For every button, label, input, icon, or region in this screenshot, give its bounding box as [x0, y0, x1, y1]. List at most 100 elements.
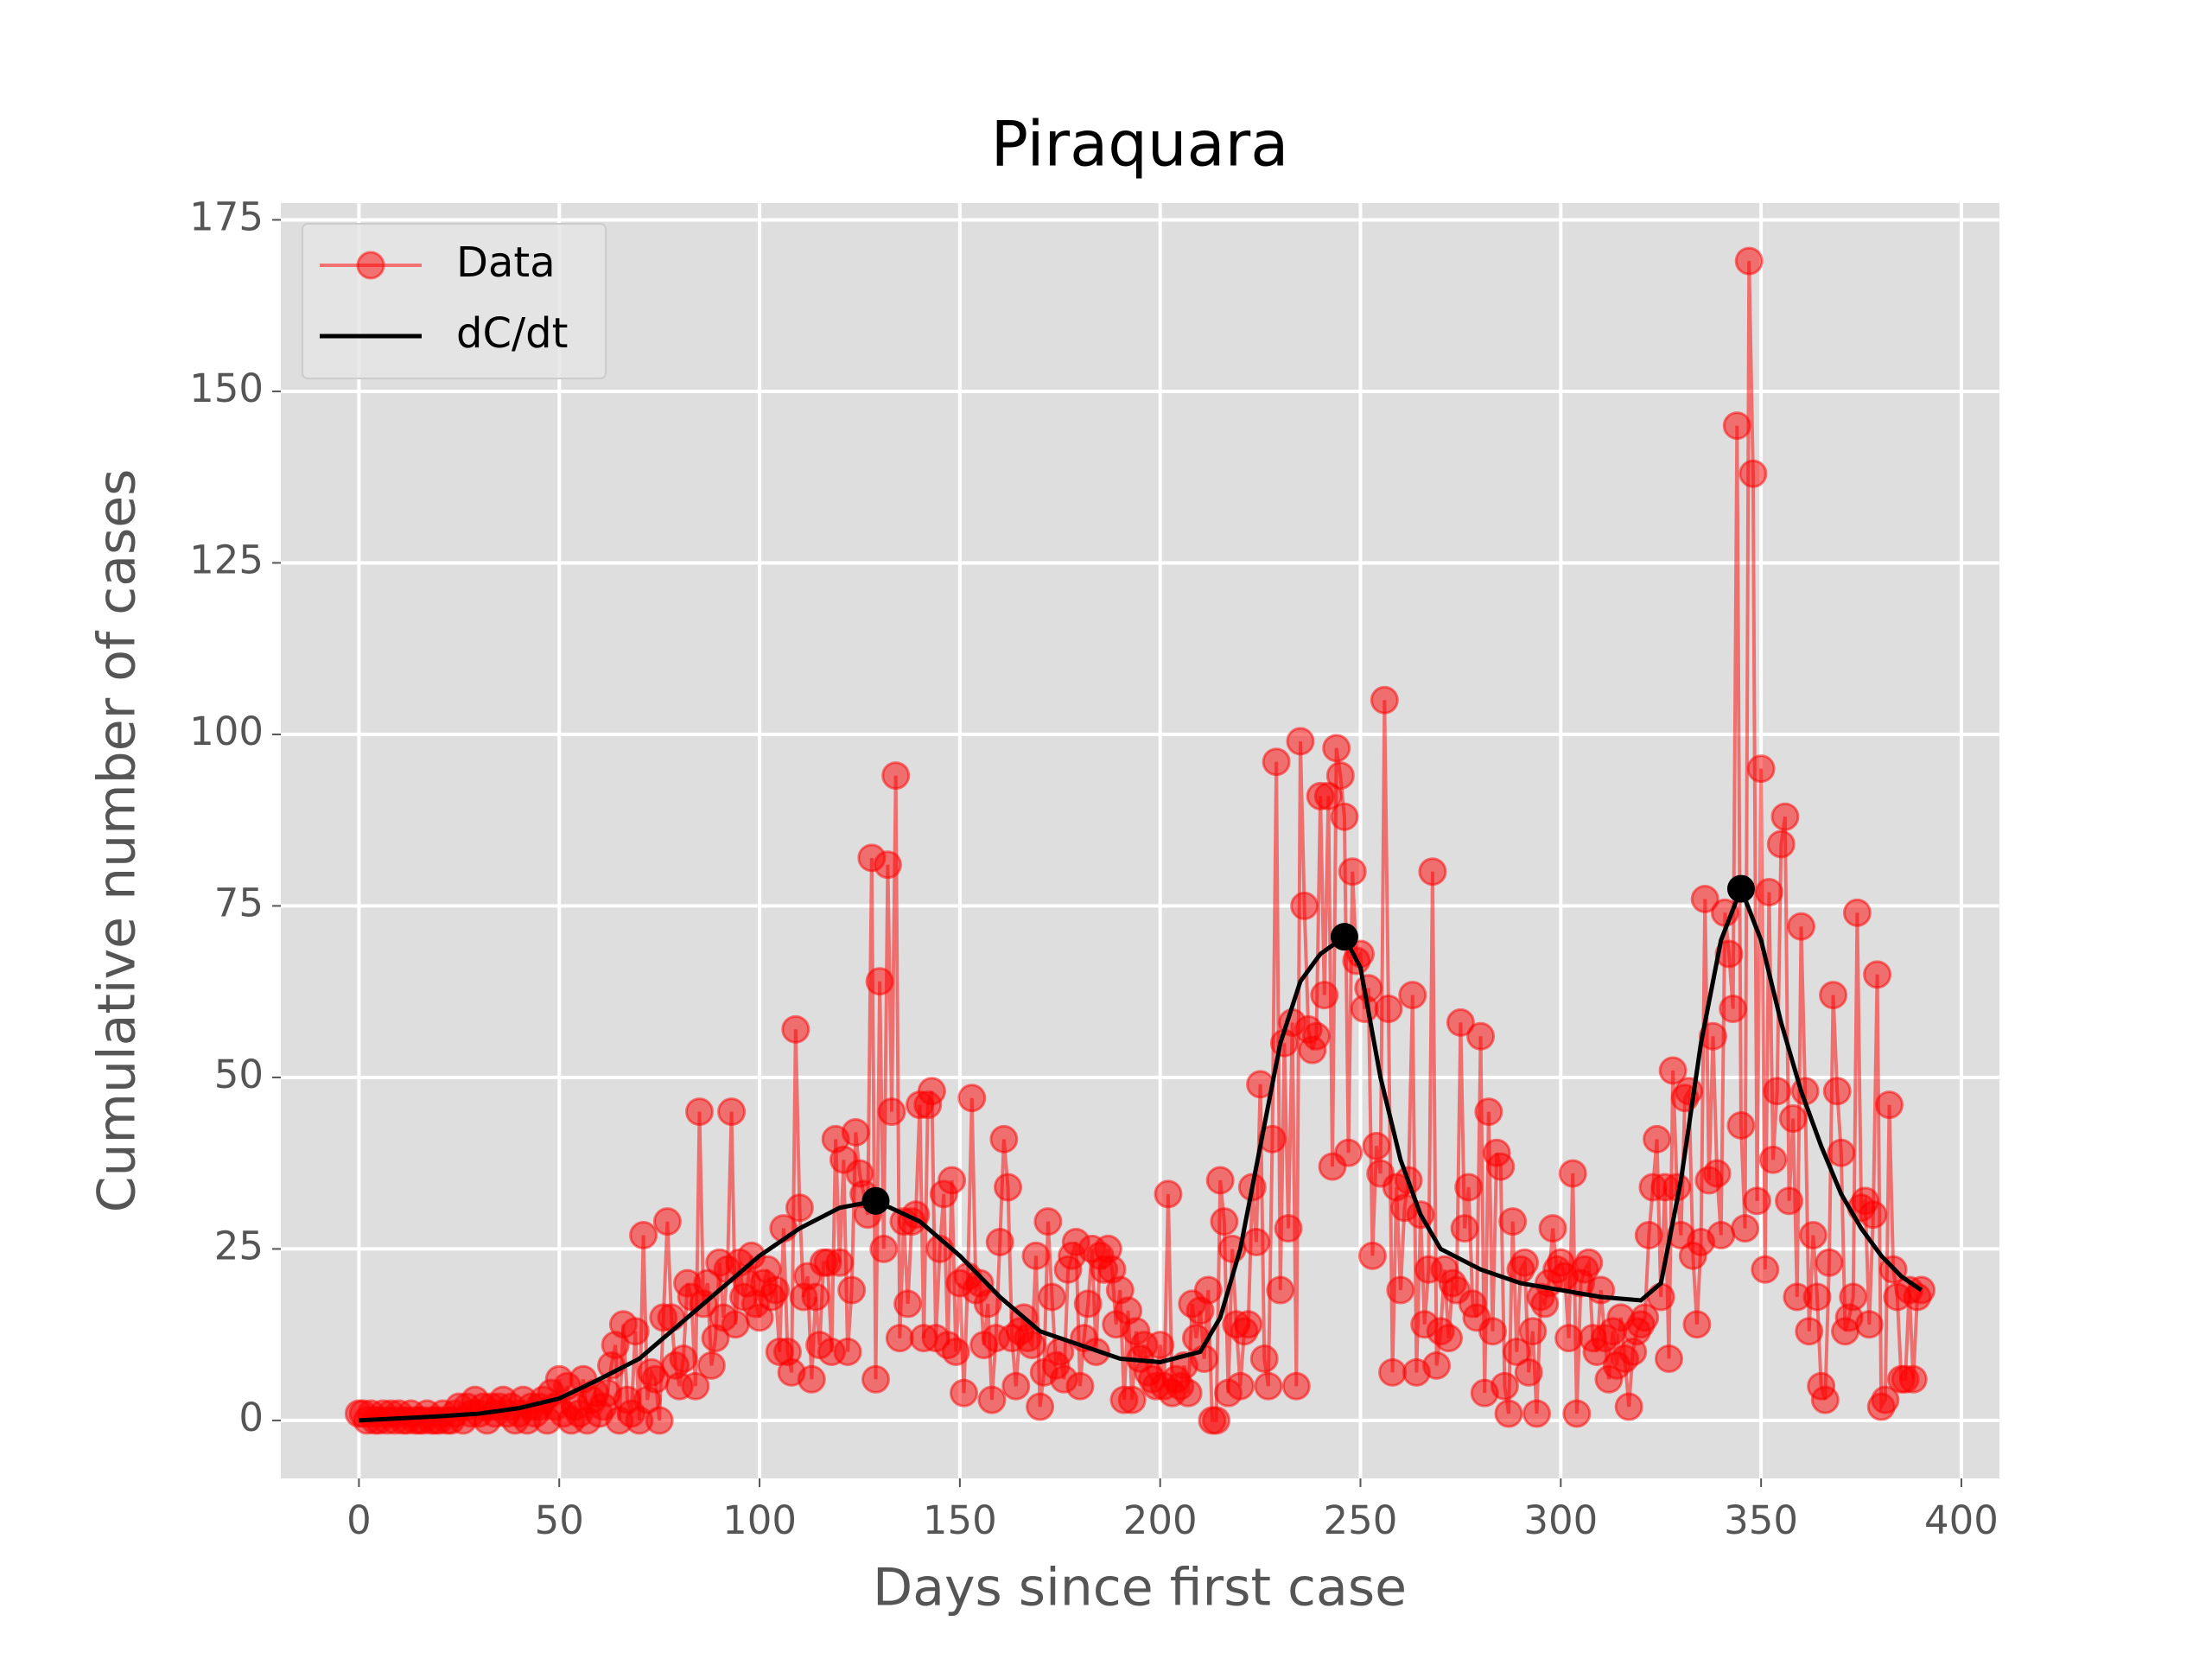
data-point: [1281, 1371, 1311, 1401]
data-point: [1859, 1200, 1888, 1230]
data-point: [1378, 1357, 1408, 1387]
data-point: [1254, 1371, 1283, 1401]
data-point: [1001, 1371, 1031, 1401]
data-point: [1538, 1214, 1567, 1243]
data-point: [1514, 1357, 1543, 1387]
data-point: [1362, 1131, 1391, 1160]
y-tick-label: 0: [238, 1395, 264, 1440]
data-point: [877, 1097, 906, 1127]
data-point: [1073, 1289, 1103, 1319]
peak-point: [1330, 923, 1358, 951]
data-point: [1822, 1077, 1852, 1106]
data-point: [994, 1173, 1022, 1202]
data-point: [1702, 1159, 1732, 1188]
data-point: [1242, 1227, 1271, 1256]
data-point: [1719, 995, 1748, 1024]
data-point: [1795, 1317, 1824, 1346]
legend-label: Data: [456, 238, 556, 287]
data-point: [1490, 1371, 1519, 1401]
data-point: [1302, 1021, 1331, 1051]
data-point: [1154, 1179, 1183, 1209]
data-point: [1775, 1186, 1804, 1216]
data-point: [685, 1097, 714, 1127]
data-point: [1787, 912, 1815, 941]
data-point: [841, 1117, 870, 1147]
data-point: [1634, 1221, 1663, 1250]
data-point: [1766, 830, 1796, 859]
data-point: [1173, 1378, 1203, 1408]
data-point: [885, 1324, 914, 1353]
data-point: [1646, 1282, 1675, 1312]
data-point: [1751, 1255, 1780, 1284]
legend-label: dC/dt: [456, 309, 568, 358]
x-tick-label: 300: [1523, 1497, 1598, 1543]
data-point: [1422, 1351, 1452, 1380]
data-point: [1494, 1399, 1523, 1428]
data-point: [1466, 1021, 1496, 1051]
legend: Data dC/dt: [302, 223, 607, 379]
data-point: [1038, 1282, 1066, 1312]
data-point: [1731, 1214, 1760, 1243]
data-point: [1562, 1399, 1592, 1428]
data-point: [1655, 1344, 1683, 1373]
data-point: [1418, 857, 1447, 887]
y-tick-label: 50: [214, 1052, 264, 1097]
x-tick-label: 50: [535, 1497, 584, 1543]
data-point: [1863, 960, 1892, 989]
data-point: [1017, 1331, 1046, 1360]
data-point: [873, 850, 902, 880]
data-point: [1630, 1303, 1660, 1332]
data-point: [1498, 1207, 1528, 1236]
data-point: [825, 1248, 855, 1277]
data-point: [1810, 1385, 1840, 1414]
data-point: [1234, 1310, 1263, 1339]
data-point: [1266, 1275, 1295, 1305]
data-point: [985, 1227, 1014, 1256]
data-point: [917, 1077, 946, 1106]
data-point: [645, 1406, 674, 1435]
data-point: [1758, 1145, 1788, 1174]
data-point: [785, 1193, 814, 1223]
data-point: [1205, 1166, 1235, 1195]
data-point: [1454, 1173, 1484, 1202]
data-point: [1763, 1077, 1792, 1106]
data-point: [1510, 1248, 1540, 1277]
data-point: [761, 1275, 791, 1305]
fit-line: [359, 882, 1923, 1423]
data-point: [1614, 1392, 1643, 1421]
data-point: [1450, 1214, 1479, 1243]
data-point: [1117, 1385, 1147, 1414]
data-point: [957, 1084, 987, 1113]
marks: [344, 246, 1936, 1435]
data-point: [881, 761, 911, 791]
data-point: [1354, 974, 1383, 1003]
data-point: [1210, 1207, 1239, 1236]
data-point: [1434, 1324, 1463, 1353]
x-tick-label: 200: [1123, 1497, 1198, 1543]
data-point: [1898, 1364, 1928, 1394]
data-point: [629, 1221, 658, 1250]
data-point: [973, 1289, 1002, 1319]
data-point: [1690, 884, 1719, 913]
data-point: [1558, 1159, 1587, 1188]
data-point: [893, 1289, 923, 1319]
x-tick-label: 100: [722, 1497, 797, 1543]
data-point: [1330, 802, 1359, 831]
peak-point: [861, 1186, 890, 1215]
data-point: [1325, 761, 1355, 791]
y-axis-label: Cumulative number of cases: [87, 469, 148, 1213]
data-point: [1518, 1317, 1548, 1346]
data-point: [717, 1097, 747, 1127]
data-point: [837, 1275, 867, 1305]
data-point: [1734, 246, 1764, 276]
x-tick-label: 250: [1324, 1497, 1398, 1543]
data-point: [1743, 1186, 1771, 1216]
data-point: [1746, 754, 1776, 784]
data-point: [1754, 878, 1783, 907]
data-point: [1026, 1392, 1055, 1421]
x-tick-label: 150: [923, 1497, 997, 1543]
data-point: [1798, 1221, 1827, 1250]
data-point: [1370, 685, 1399, 715]
data-point: [620, 1317, 650, 1346]
